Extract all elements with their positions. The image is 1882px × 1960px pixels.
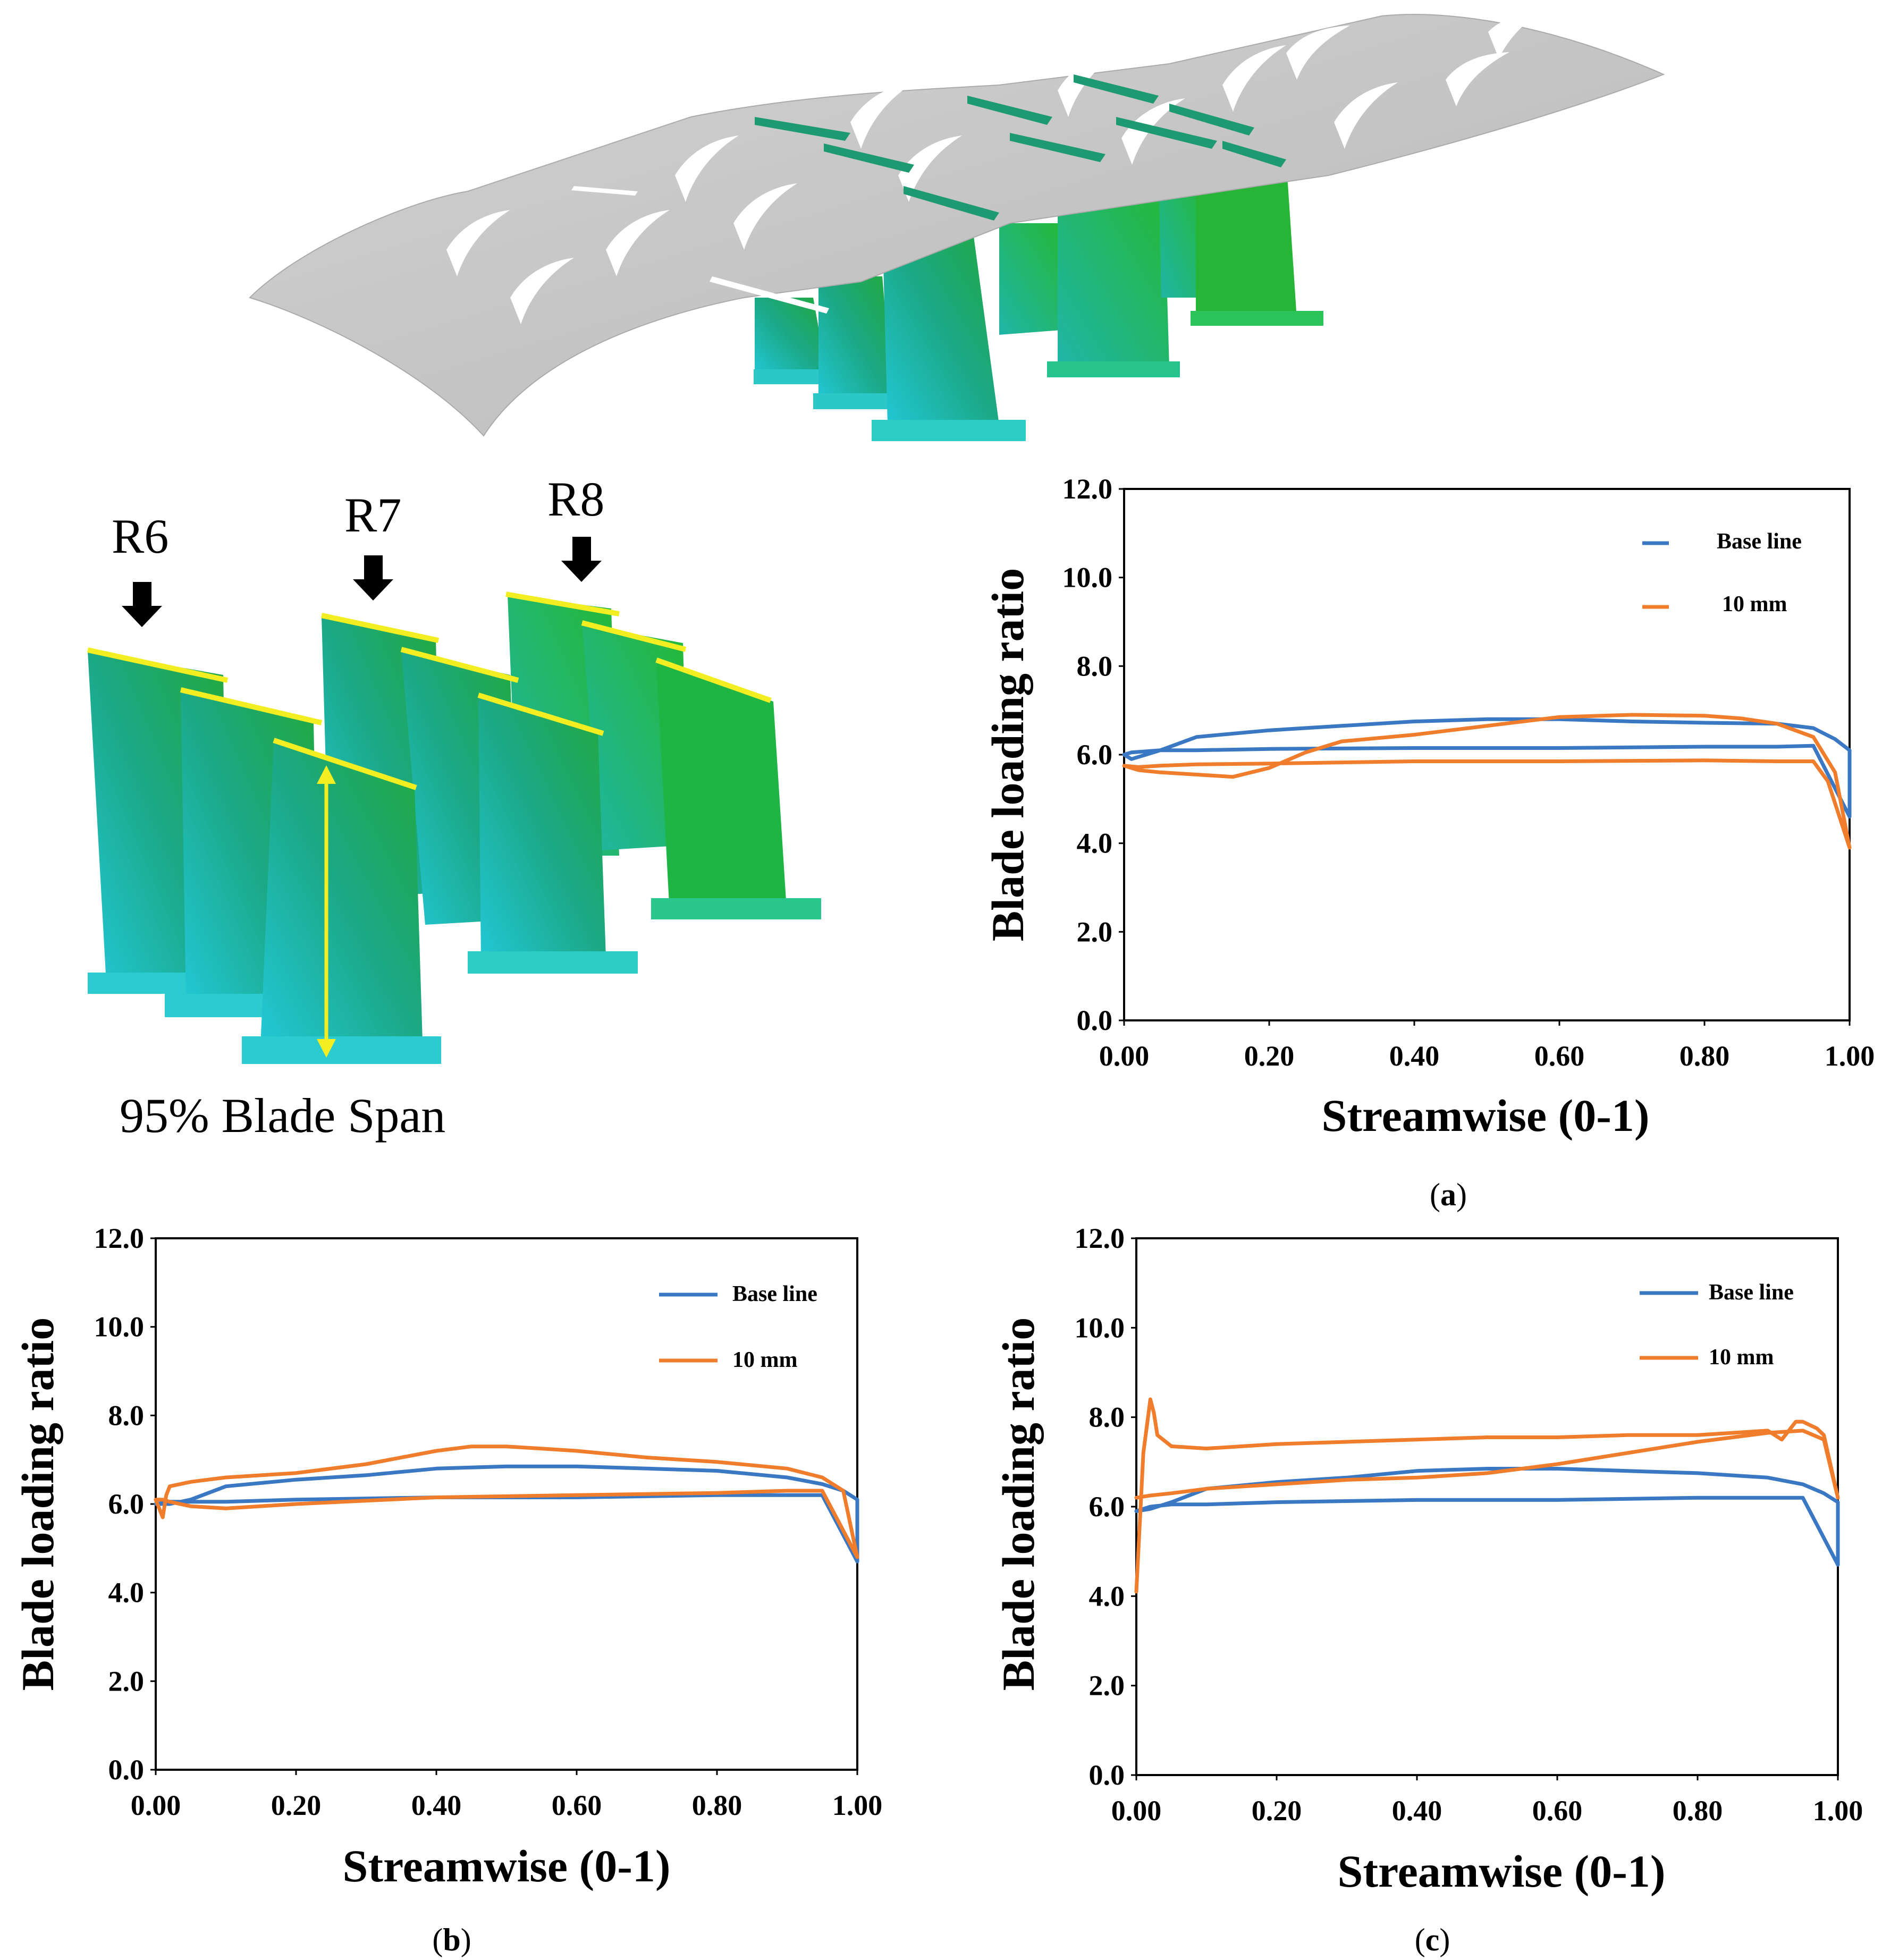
protruding-blade-tips [755, 74, 1286, 221]
row-label-r7: R7 [344, 488, 401, 542]
series-layer [1134, 1397, 1840, 1594]
x-tick-label: 1.00 [832, 1789, 883, 1821]
y-tick-label: 0.0 [108, 1754, 145, 1786]
x-tick-label: 0.20 [271, 1789, 322, 1821]
y-tick-label: 12.0 [1075, 1222, 1125, 1254]
row-label-r6: R6 [112, 509, 168, 563]
caption-letter: b [443, 1922, 460, 1957]
chart-a: 0.0 2.0 4.0 6.0 8.0 10.0 12.0 0.00 0.20 0.40 0.60… [982, 473, 1875, 1212]
y-axis-title: Blade loading ratio [993, 1317, 1044, 1691]
turbine-cascade-illustration [249, 13, 1665, 441]
x-tick-label: 0.80 [1680, 1040, 1730, 1072]
x-tick-label: 0.80 [1673, 1795, 1723, 1827]
x-tick-label: 0.40 [1389, 1040, 1440, 1072]
x-tick-label: 0.40 [1392, 1795, 1442, 1827]
y-tick-label: 0.0 [1089, 1759, 1125, 1791]
x-tick-labels: 0.00 0.20 0.40 0.60 0.80 1.00 [1099, 1020, 1875, 1072]
y-tick-label: 2.0 [108, 1665, 145, 1697]
y-tick-label: 12.0 [1062, 473, 1113, 505]
y-tick-label: 2.0 [1077, 916, 1113, 948]
legend-label-baseline: Base line [732, 1282, 817, 1306]
y-tick-label: 2.0 [1089, 1670, 1125, 1702]
series-line-10mm [1122, 713, 1852, 850]
caption-letter: a [1440, 1177, 1456, 1212]
legend: Base line 10 mm [1642, 529, 1802, 616]
y-tick-label: 6.0 [1077, 739, 1113, 771]
arrow-down-icon [353, 555, 393, 601]
blade-rows-illustration: R6 R7 R8 [87, 472, 821, 1143]
row-label-r8: R8 [547, 472, 604, 526]
y-tick-label: 4.0 [108, 1577, 145, 1609]
x-axis-title: Streamwise (0-1) [1322, 1090, 1650, 1141]
panel-caption-c: (c) [1415, 1922, 1450, 1957]
legend: Base line 10 mm [1640, 1280, 1794, 1370]
x-tick-labels: 0.00 0.20 0.40 0.60 0.80 1.00 [131, 1770, 883, 1821]
legend-label-baseline: Base line [1709, 1280, 1794, 1305]
series-line-baseline [1134, 1467, 1840, 1567]
plot-frame [1123, 488, 1851, 1021]
x-tick-label: 1.00 [1813, 1795, 1863, 1827]
chart-b: 0.0 2.0 4.0 6.0 8.0 10.0 12.0 0.00 0.20 0.40 0.60… [12, 1222, 882, 1957]
legend-label-10mm: 10 mm [1709, 1345, 1774, 1370]
panel-caption-b: (b) [432, 1922, 471, 1957]
caption-letter: c [1425, 1922, 1440, 1957]
y-tick-label: 4.0 [1089, 1580, 1125, 1612]
x-tick-label: 0.00 [131, 1789, 181, 1821]
legend: Base line 10 mm [659, 1282, 817, 1372]
series-line-baseline [154, 1464, 859, 1564]
y-tick-label: 10.0 [94, 1311, 145, 1343]
span-label: 95% Blade Span [120, 1088, 445, 1143]
arrow-down-icon [561, 537, 602, 582]
plot-frame [1135, 1237, 1839, 1776]
series-layer [154, 1444, 859, 1564]
arrow-down-icon [122, 582, 162, 627]
series-line-10mm [1134, 1397, 1840, 1594]
shroud-plane [249, 14, 1665, 437]
cascade-blades [754, 154, 1323, 441]
legend-label-10mm: 10 mm [1722, 592, 1787, 616]
legend-label-baseline: Base line [1717, 529, 1802, 554]
legend-label-10mm: 10 mm [732, 1348, 797, 1372]
y-tick-labels: 0.0 2.0 4.0 6.0 8.0 10.0 12.0 [94, 1222, 156, 1786]
x-axis-title: Streamwise (0-1) [343, 1840, 671, 1891]
x-axis-title: Streamwise (0-1) [1338, 1846, 1666, 1897]
x-tick-label: 0.80 [692, 1789, 742, 1821]
x-tick-label: 0.60 [552, 1789, 602, 1821]
y-tick-labels: 0.0 2.0 4.0 6.0 8.0 10.0 12.0 [1062, 473, 1124, 1036]
y-tick-label: 6.0 [108, 1488, 145, 1520]
y-tick-label: 8.0 [1077, 650, 1113, 682]
series-line-baseline [1122, 717, 1852, 819]
y-axis-title: Blade loading ratio [982, 568, 1033, 941]
plot-frame [155, 1237, 858, 1771]
y-tick-label: 10.0 [1062, 562, 1113, 594]
y-tick-label: 8.0 [108, 1399, 145, 1431]
span-arrow [317, 765, 336, 1058]
x-tick-labels: 0.00 0.20 0.40 0.60 0.80 1.00 [1111, 1775, 1863, 1827]
y-tick-label: 10.0 [1075, 1312, 1125, 1344]
y-tick-labels: 0.0 2.0 4.0 6.0 8.0 10.0 12.0 [1075, 1222, 1136, 1791]
x-tick-label: 0.20 [1252, 1795, 1302, 1827]
series-layer [1122, 713, 1852, 850]
blade-slots [446, 13, 1541, 324]
y-tick-label: 8.0 [1089, 1401, 1125, 1433]
blade-row-r6 [87, 647, 441, 1064]
x-tick-label: 0.60 [1534, 1040, 1585, 1072]
x-tick-label: 0.60 [1532, 1795, 1583, 1827]
series-line-10mm [154, 1444, 859, 1559]
x-tick-label: 1.00 [1825, 1040, 1875, 1072]
y-tick-label: 4.0 [1077, 827, 1113, 859]
x-tick-label: 0.00 [1099, 1040, 1150, 1072]
y-axis-title: Blade loading ratio [12, 1317, 63, 1691]
y-tick-label: 0.0 [1077, 1004, 1113, 1036]
y-tick-label: 6.0 [1089, 1491, 1125, 1523]
y-tick-label: 12.0 [94, 1222, 145, 1254]
x-tick-label: 0.40 [411, 1789, 462, 1821]
panel-caption-a: (a) [1430, 1177, 1467, 1212]
x-tick-label: 0.20 [1244, 1040, 1295, 1072]
chart-c: 0.0 2.0 4.0 6.0 8.0 10.0 12.0 0.00 0.20 0.40 0.60… [993, 1222, 1863, 1957]
x-tick-label: 0.00 [1111, 1795, 1162, 1827]
